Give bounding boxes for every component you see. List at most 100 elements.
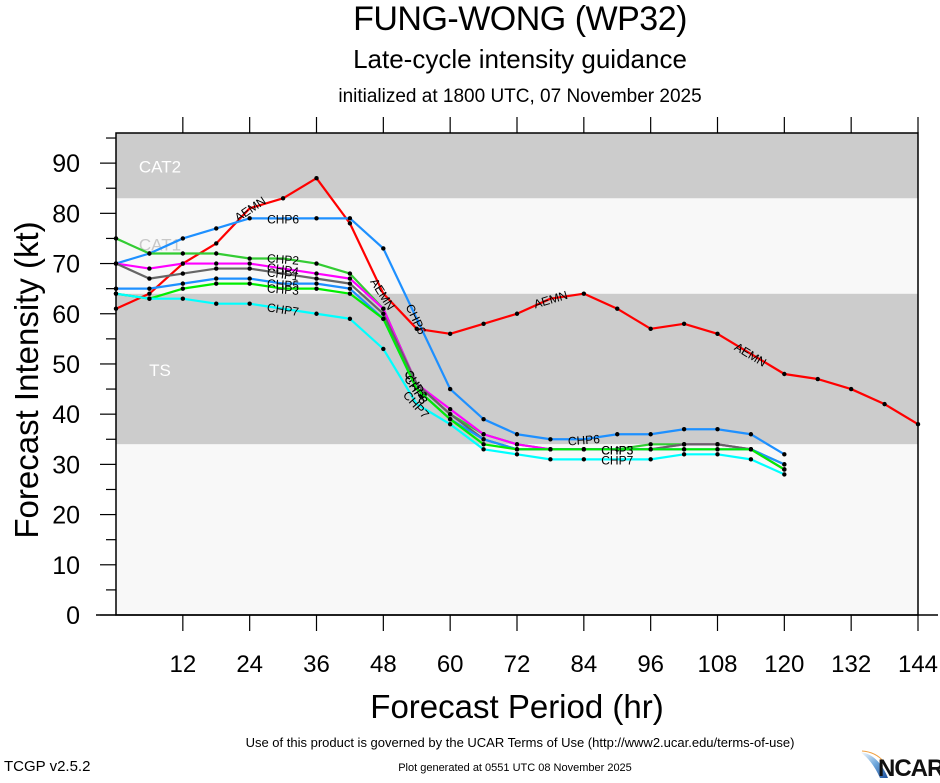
data-point xyxy=(147,251,152,256)
data-point xyxy=(180,271,186,276)
series-segment xyxy=(449,322,484,335)
series-segment xyxy=(850,388,886,406)
data-point xyxy=(314,281,319,286)
data-point xyxy=(314,261,319,266)
series-segment xyxy=(316,282,351,290)
series-segment xyxy=(416,383,451,415)
series-segment xyxy=(316,272,351,280)
series-segment xyxy=(382,318,418,390)
version-label: TCGP v2.5.2 xyxy=(4,758,91,775)
data-point xyxy=(615,432,620,437)
series-segment xyxy=(583,433,618,441)
chart-subtitle: Late-cycle intensity guidance xyxy=(353,44,687,74)
chart-title: FUNG-WONG (WP32) xyxy=(353,0,687,38)
series-segment xyxy=(149,287,184,300)
data-point xyxy=(214,266,219,271)
series-segment xyxy=(282,257,317,265)
data-point xyxy=(414,326,419,332)
data-point xyxy=(314,175,319,181)
series-segment xyxy=(148,237,184,255)
data-point xyxy=(314,271,319,276)
data-point xyxy=(815,376,820,382)
data-point xyxy=(180,251,186,256)
data-point xyxy=(347,221,353,226)
data-point xyxy=(381,306,386,311)
series-segment xyxy=(182,227,217,240)
data-point xyxy=(481,442,486,447)
series-segment xyxy=(215,207,251,245)
series-segment xyxy=(115,237,150,255)
series-segment xyxy=(349,292,384,320)
data-point xyxy=(147,266,152,271)
series-segment xyxy=(750,458,785,476)
series-segment xyxy=(115,252,150,265)
band-label-ts: TS xyxy=(149,361,171,380)
data-point xyxy=(180,281,186,286)
series-segment xyxy=(483,418,518,436)
data-point xyxy=(748,457,754,462)
series-segment xyxy=(483,448,518,456)
series-segment xyxy=(249,302,284,310)
x-tick-label: 60 xyxy=(437,651,464,678)
series-label: CHP3 xyxy=(267,281,300,297)
x-tick-label: 120 xyxy=(764,651,804,678)
data-point xyxy=(581,291,587,296)
y-tick-label: 20 xyxy=(52,502,80,530)
data-point xyxy=(782,462,787,467)
data-point xyxy=(381,246,386,251)
data-point xyxy=(748,447,754,452)
data-point xyxy=(347,216,353,221)
series-segment xyxy=(316,312,351,320)
ncar-swoosh-icon xyxy=(860,750,888,778)
data-point xyxy=(347,291,353,296)
terms-notice: Use of this product is governed by the U… xyxy=(245,735,795,750)
series-segment xyxy=(115,292,150,310)
series-segment xyxy=(282,307,317,315)
data-point xyxy=(314,216,319,221)
series-segment xyxy=(382,292,418,330)
series-segment xyxy=(216,252,250,260)
series-segment xyxy=(717,453,752,461)
y-tick-label: 50 xyxy=(52,351,80,379)
data-point xyxy=(147,291,152,296)
data-point xyxy=(314,276,319,281)
data-point xyxy=(481,437,486,442)
series-segment xyxy=(449,418,485,446)
series-segment xyxy=(616,307,652,330)
data-point xyxy=(615,306,620,311)
series-segment xyxy=(416,403,451,426)
series-segment xyxy=(182,282,217,290)
y-axis-label: Forecast Intensity (kt) xyxy=(8,221,45,538)
series-segment xyxy=(449,408,485,436)
data-point xyxy=(514,452,520,457)
series-segment xyxy=(884,403,919,426)
data-point xyxy=(681,447,687,452)
series-segment xyxy=(750,352,785,375)
x-tick-label: 132 xyxy=(831,651,871,678)
series-segment xyxy=(316,277,351,285)
data-point xyxy=(314,286,319,291)
series-segment xyxy=(650,453,685,461)
data-point xyxy=(648,326,653,332)
data-point xyxy=(447,416,453,422)
data-point xyxy=(347,286,353,291)
series-segment xyxy=(249,197,284,210)
band-label-cat2: CAT2 xyxy=(139,158,181,177)
chart-init-time: initialized at 1800 UTC, 07 November 202… xyxy=(338,86,702,107)
x-tick-label: 144 xyxy=(898,651,938,678)
series-segment xyxy=(115,262,150,280)
series-segment xyxy=(483,312,518,325)
y-tick-label: 30 xyxy=(52,451,80,479)
data-point xyxy=(381,346,386,352)
data-point xyxy=(314,311,319,316)
data-point xyxy=(447,331,453,337)
data-point xyxy=(681,442,687,447)
y-tick-label: 10 xyxy=(52,552,80,580)
data-point xyxy=(782,472,787,477)
series-label: CHP3 xyxy=(601,443,633,457)
series-segment xyxy=(316,287,351,295)
data-point xyxy=(214,251,219,256)
y-tick-label: 0 xyxy=(66,602,80,630)
